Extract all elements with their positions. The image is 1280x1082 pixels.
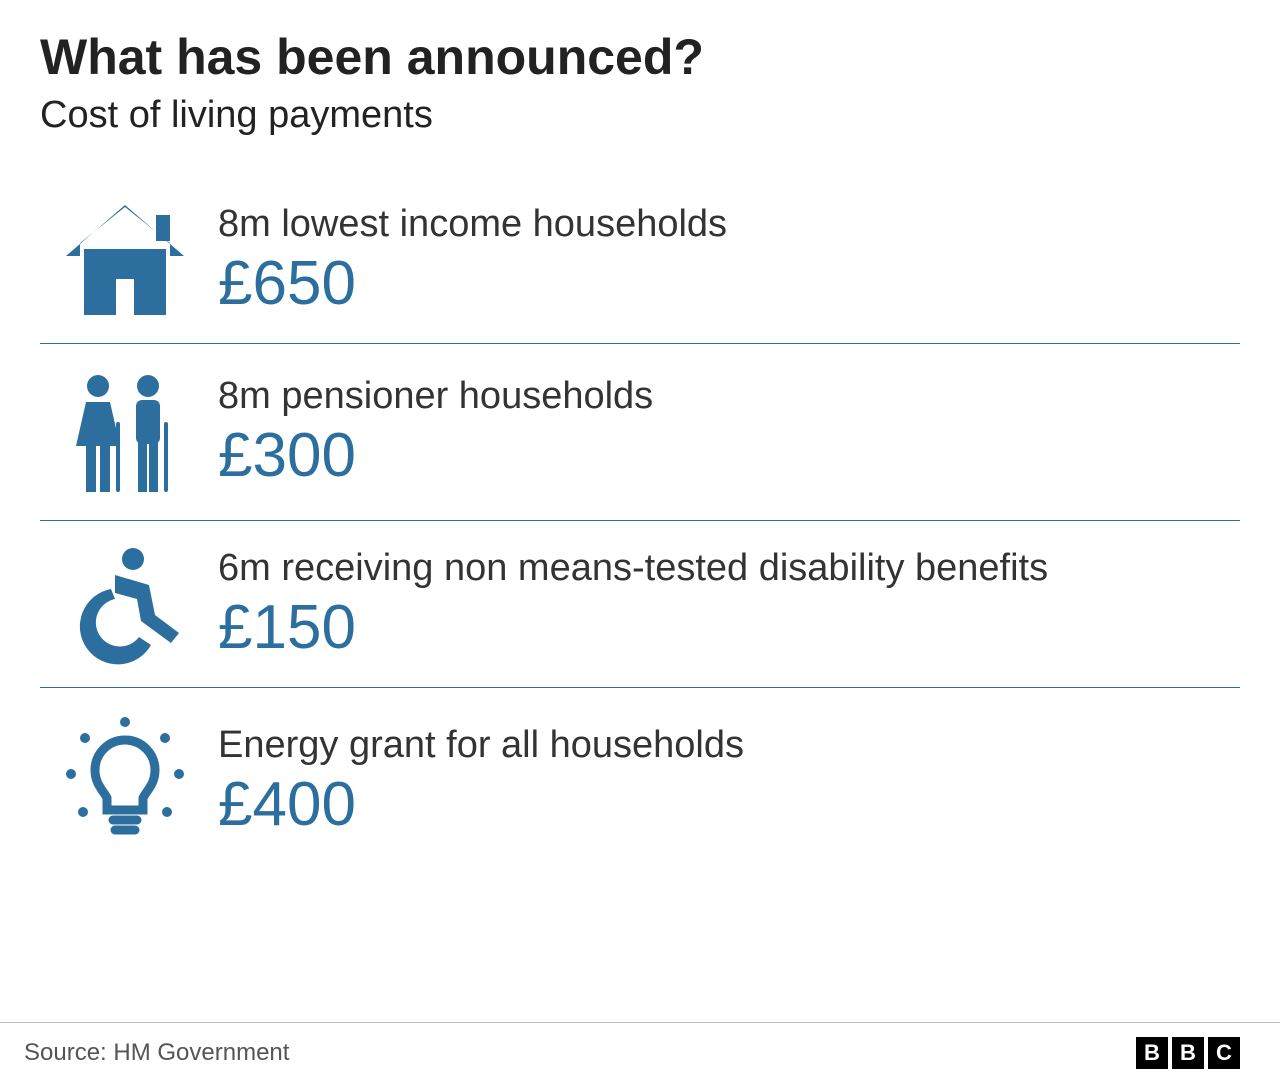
list-item: 8m lowest income households £650 bbox=[40, 177, 1240, 343]
list-item: 6m receiving non means-tested disability… bbox=[40, 520, 1240, 687]
item-text: Energy grant for all households £400 bbox=[210, 724, 1240, 839]
brand-letter: B bbox=[1136, 1037, 1168, 1069]
item-desc: 6m receiving non means-tested disability… bbox=[218, 547, 1240, 590]
brand-letter: B bbox=[1172, 1037, 1204, 1069]
item-desc: 8m lowest income households bbox=[218, 203, 1240, 246]
wheelchair-icon bbox=[40, 545, 210, 665]
item-amount: £650 bbox=[218, 250, 1240, 318]
page-title: What has been announced? bbox=[40, 28, 1240, 86]
lightbulb-icon bbox=[40, 712, 210, 852]
brand-letter: C bbox=[1208, 1037, 1240, 1069]
house-icon bbox=[40, 201, 210, 321]
source-text: Source: HM Government bbox=[24, 1039, 289, 1067]
items-list: 8m lowest income households £650 bbox=[40, 177, 1240, 874]
pensioners-icon bbox=[40, 368, 210, 498]
item-text: 8m pensioner households £300 bbox=[210, 375, 1240, 490]
item-desc: Energy grant for all households bbox=[218, 724, 1240, 767]
item-text: 6m receiving non means-tested disability… bbox=[210, 547, 1240, 662]
item-amount: £300 bbox=[218, 422, 1240, 490]
footer: Source: HM Government B B C bbox=[0, 1022, 1280, 1082]
infographic-page: What has been announced? Cost of living … bbox=[0, 0, 1280, 1082]
brand-logo: B B C bbox=[1136, 1037, 1240, 1069]
item-desc: 8m pensioner households bbox=[218, 375, 1240, 418]
page-subtitle: Cost of living payments bbox=[40, 94, 1240, 137]
item-amount: £400 bbox=[218, 771, 1240, 839]
item-amount: £150 bbox=[218, 594, 1240, 662]
list-item: 8m pensioner households £300 bbox=[40, 343, 1240, 520]
list-item: Energy grant for all households £400 bbox=[40, 687, 1240, 874]
item-text: 8m lowest income households £650 bbox=[210, 203, 1240, 318]
